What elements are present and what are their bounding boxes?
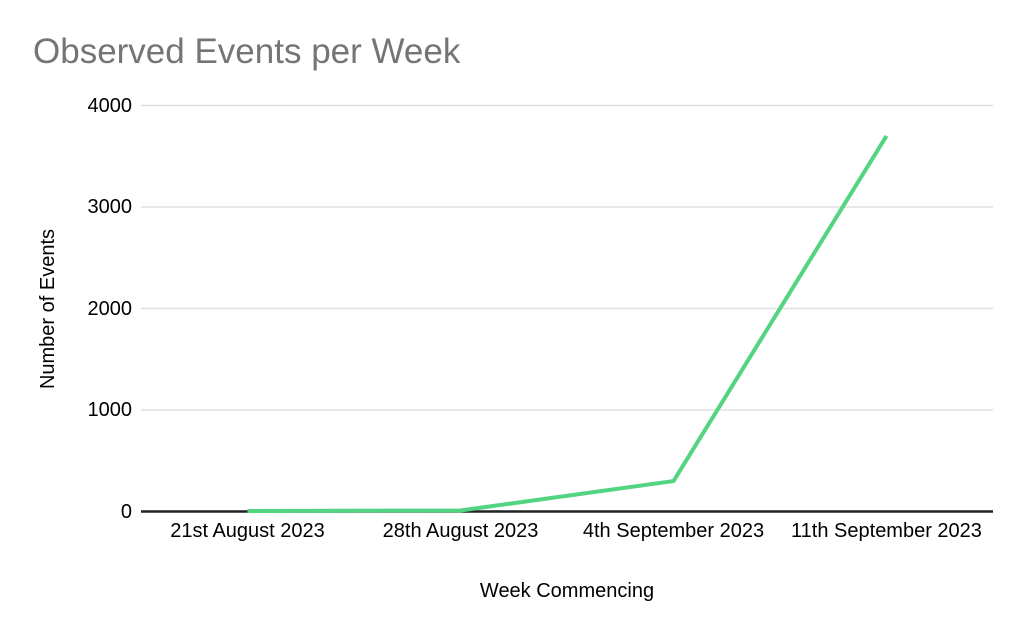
y-tick-label: 0	[120, 500, 132, 523]
chart-title: Observed Events per Week	[33, 32, 461, 71]
y-tick-label: 1000	[87, 399, 133, 421]
y-tick-label: 2000	[87, 297, 133, 320]
x-tick-label: 11th September 2023	[791, 520, 982, 542]
y-tick-label: 3000	[87, 196, 133, 218]
x-tick-label: 28th August 2023	[382, 520, 539, 542]
series-line-group	[247, 134, 889, 513]
series-line	[247, 134, 889, 513]
gridlines	[141, 104, 993, 513]
x-axis-title: Week Commencing	[479, 580, 655, 602]
x-tick-label: 4th September 2023	[582, 520, 765, 542]
x-tick-label: 21st August 2023	[170, 520, 325, 542]
y-tick-label: 4000	[87, 94, 133, 117]
y-axis-title: Number of Events	[37, 228, 59, 389]
